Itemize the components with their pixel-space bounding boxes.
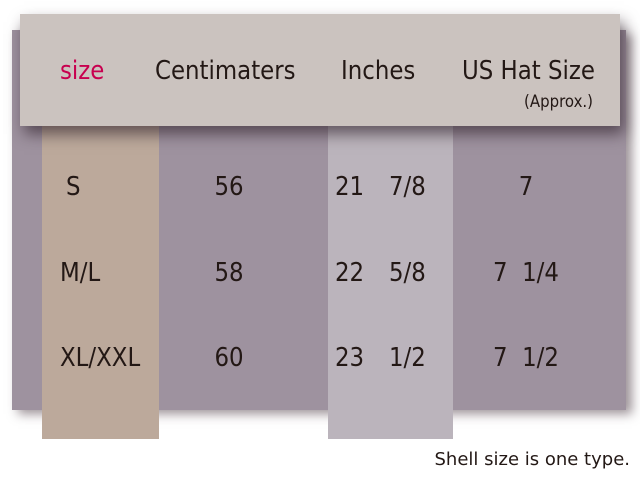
row-cm: 60: [214, 343, 244, 373]
size-column-highlight: [42, 100, 159, 439]
row-inches-whole: 21: [335, 172, 365, 202]
header-inches: Inches: [341, 56, 416, 86]
row-inches-whole: 22: [335, 258, 365, 288]
row-size: XL/XXL: [60, 343, 141, 373]
row-us: 7: [518, 172, 534, 202]
header-size: size: [60, 56, 105, 86]
row-inches-frac: 5/8: [389, 258, 426, 288]
row-us: 7 1/2: [493, 343, 559, 373]
row-us: 7 1/4: [493, 258, 559, 288]
row-cm: 56: [214, 172, 244, 202]
row-size: M/L: [60, 258, 101, 288]
header-centimeters: Centimaters: [155, 56, 296, 86]
row-inches-frac: 7/8: [389, 172, 426, 202]
row-cm: 58: [214, 258, 244, 288]
row-inches-whole: 23: [335, 343, 365, 373]
inches-column-highlight: [328, 100, 453, 439]
footnote: Shell size is one type.: [434, 449, 630, 470]
row-size: S: [66, 172, 81, 202]
header-approx: (Approx.): [524, 92, 594, 112]
table-header: [20, 14, 620, 126]
row-inches-frac: 1/2: [389, 343, 426, 373]
header-us-hat-size: US Hat Size: [462, 56, 595, 86]
